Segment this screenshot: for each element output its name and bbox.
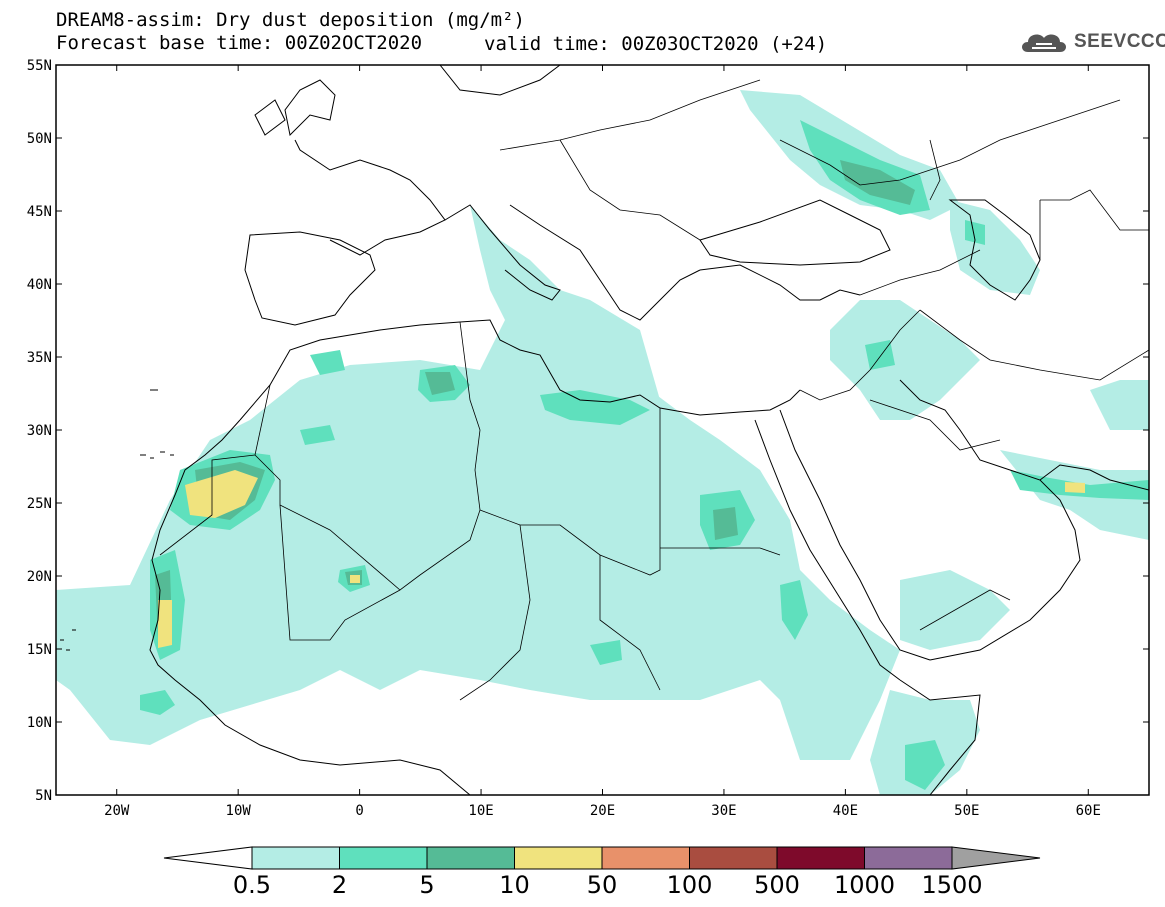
legend-arrow-low	[163, 846, 253, 870]
dust-contour-patch	[185, 470, 258, 518]
legend-color-box	[689, 846, 778, 870]
dust-contour-patch	[425, 372, 455, 395]
lat-tick-label: 25N	[27, 496, 52, 512]
legend-color-box	[776, 846, 865, 870]
dust-contour-patch	[310, 350, 345, 375]
lat-tick-label: 30N	[27, 423, 52, 439]
seevccc-logo: SEEVCCC	[1018, 28, 1165, 56]
logo-text: SEEVCCC	[1074, 31, 1165, 52]
lon-tick-label: 40E	[833, 803, 858, 819]
dust-contour-patch	[300, 425, 335, 445]
dust-level-4-fill	[158, 470, 1085, 648]
cloud-logo-icon	[1022, 34, 1066, 52]
lat-tick-label: 40N	[27, 277, 52, 293]
axis-ticks	[56, 64, 1149, 796]
legend-color-box	[601, 846, 690, 870]
dust-contour-patch	[780, 580, 808, 640]
lat-tick-label: 20N	[27, 569, 52, 585]
legend-color-box	[426, 846, 515, 870]
color-legend: 0.5 2 5 10 50 100 500 1000 1500	[163, 846, 1041, 899]
legend-color-box	[339, 846, 428, 870]
lon-tick-label: 60E	[1076, 803, 1101, 819]
lon-tick-label: 20E	[590, 803, 615, 819]
dust-contour-patch	[830, 300, 980, 420]
legend-label: 1000	[834, 871, 895, 899]
dust-contour-patch	[470, 205, 660, 400]
lon-tick-label: 20W	[104, 803, 130, 819]
legend-color-box	[514, 846, 603, 870]
dust-contour-patch	[350, 575, 360, 583]
longitude-labels: 20W 10W 0 10E 20E 30E 40E 50E 60E	[104, 803, 1101, 819]
dust-contour-patch	[905, 740, 945, 790]
legend-color-box	[864, 846, 953, 870]
valid-time: valid time: 00Z03OCT2020 (+24)	[484, 33, 828, 55]
lat-tick-label: 5N	[35, 788, 52, 804]
dust-contour-patch	[56, 290, 900, 760]
map-title: DREAM8-assim: Dry dust deposition (mg/m²…	[56, 9, 525, 31]
dust-contour-patch	[713, 507, 738, 540]
legend-label: 10	[499, 871, 530, 899]
legend-color-box	[251, 846, 340, 870]
coastlines-and-borders	[60, 65, 1149, 795]
legend-label: 2	[332, 871, 347, 899]
dust-contour-patch	[1065, 482, 1085, 493]
dust-contour-patch	[140, 690, 175, 715]
lon-tick-label: 10W	[226, 803, 252, 819]
lon-tick-label: 30E	[711, 803, 736, 819]
dust-contour-patch	[865, 340, 895, 370]
lat-tick-label: 10N	[27, 715, 52, 731]
lon-tick-label: 0	[355, 803, 363, 819]
legend-label: 0.5	[233, 871, 271, 899]
legend-label: 100	[667, 871, 713, 899]
legend-label: 50	[587, 871, 618, 899]
dust-contour-patch	[158, 600, 172, 648]
lat-tick-label: 35N	[27, 350, 52, 366]
forecast-base-time: Forecast base time: 00Z02OCT2020	[56, 32, 423, 54]
legend-arrow-high	[951, 846, 1041, 870]
lat-tick-label: 55N	[27, 58, 52, 74]
latitude-labels: 55N 50N 45N 40N 35N 30N 25N 20N 15N 10N 5N	[27, 58, 52, 804]
dust-contour-patch	[590, 640, 622, 665]
lat-tick-label: 50N	[27, 131, 52, 147]
lat-tick-label: 15N	[27, 642, 52, 658]
lat-tick-label: 45N	[27, 204, 52, 220]
legend-label: 1500	[921, 871, 982, 899]
legend-label: 5	[419, 871, 434, 899]
lon-tick-label: 10E	[468, 803, 493, 819]
legend-label: 500	[754, 871, 800, 899]
lon-tick-label: 50E	[954, 803, 979, 819]
dust-contour-patch	[1090, 380, 1149, 430]
dust-contour-patch	[965, 220, 985, 245]
map-area	[56, 65, 1149, 795]
